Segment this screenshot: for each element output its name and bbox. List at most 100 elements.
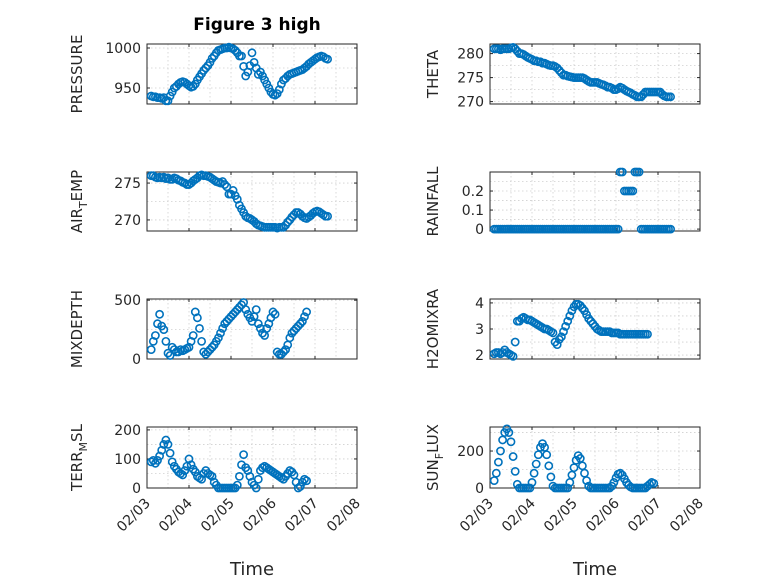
data-point-sun_flux bbox=[525, 483, 535, 493]
y-tick-label: 950 bbox=[114, 81, 141, 97]
data-point-sun_flux bbox=[615, 468, 625, 478]
axes-frame-mixdepth bbox=[146, 298, 358, 360]
data-point-sun_flux bbox=[510, 466, 520, 476]
data-point-mixdepth bbox=[165, 351, 175, 360]
data-point-terr_msl bbox=[234, 471, 244, 481]
data-point-mixdepth bbox=[218, 324, 227, 333]
data-point-sun_flux bbox=[504, 428, 514, 437]
data-point-sun_flux bbox=[542, 450, 552, 460]
data-point-h2omixra bbox=[552, 340, 562, 350]
x-tick-label: 02/03 bbox=[114, 496, 154, 536]
y-axis-label-pressure: PRESSURE bbox=[68, 35, 86, 114]
data-point-sun_flux bbox=[496, 446, 505, 456]
y-tick-label: 275 bbox=[114, 176, 141, 192]
data-point-rainfall bbox=[634, 167, 644, 177]
data-point-h2omixra bbox=[561, 321, 570, 331]
x-tick-label: 02/08 bbox=[667, 496, 707, 536]
x-tick-label: 02/04 bbox=[156, 495, 196, 535]
data-point-terr_msl bbox=[239, 450, 248, 459]
x-tick-label: 02/06 bbox=[583, 495, 623, 535]
data-point-mixdepth bbox=[197, 336, 206, 346]
data-point-terr_msl bbox=[180, 466, 190, 475]
data-point-pressure bbox=[230, 46, 240, 55]
data-point-terr_msl bbox=[167, 457, 177, 467]
data-point-terr_msl bbox=[251, 483, 261, 493]
data-point-mixdepth bbox=[279, 347, 288, 357]
x-tick-label: 02/07 bbox=[625, 496, 665, 536]
data-point-mixdepth bbox=[262, 324, 272, 333]
data-point-mixdepth bbox=[255, 324, 265, 333]
data-point-air_temp bbox=[228, 186, 238, 195]
data-point-mixdepth bbox=[150, 331, 160, 340]
axes-frame-rainfall bbox=[489, 171, 701, 232]
chart-title: Figure 3 high bbox=[193, 15, 321, 35]
data-point-mixdepth bbox=[241, 305, 251, 314]
y-axis-label-rainfall: RAINFALL bbox=[424, 166, 442, 237]
x-tick-label: 02/08 bbox=[324, 496, 364, 536]
data-point-sun_flux bbox=[508, 452, 518, 461]
data-point-terr_msl bbox=[159, 440, 169, 449]
data-point-h2omixra bbox=[557, 332, 566, 342]
data-point-rainfall bbox=[628, 186, 638, 196]
subplot-theta: 270 275 280 THETA bbox=[424, 42, 701, 111]
y-tick-label: 0.2 bbox=[462, 184, 484, 200]
data-point-mixdepth bbox=[268, 307, 278, 317]
axes-frame-air_temp bbox=[146, 171, 358, 232]
data-point-mixdepth bbox=[281, 345, 290, 354]
y-axis-label-sun_flux: SUNFLUX bbox=[424, 424, 446, 491]
data-point-pressure bbox=[188, 82, 198, 91]
y-axis-label-h2omixra: H2OMIXRA bbox=[424, 288, 442, 369]
data-point-sun_flux bbox=[645, 479, 654, 489]
subplot-pressure: 950 1000 PRESSURE Figure 3 high bbox=[68, 15, 358, 114]
data-point-mixdepth bbox=[195, 324, 204, 333]
data-point-terr_msl bbox=[190, 467, 200, 477]
data-point-terr_msl bbox=[186, 460, 196, 470]
data-point-theta bbox=[666, 92, 675, 102]
data-point-mixdepth bbox=[251, 305, 261, 314]
data-point-rainfall bbox=[617, 167, 627, 177]
data-point-h2omixra bbox=[643, 329, 652, 339]
y-tick-label: 1000 bbox=[105, 41, 141, 57]
data-point-air_temp bbox=[289, 210, 299, 220]
data-point-sun_flux bbox=[544, 461, 554, 471]
data-point-pressure bbox=[247, 48, 257, 58]
y-tick-label: 0.1 bbox=[462, 203, 484, 219]
data-point-mixdepth bbox=[192, 313, 202, 323]
data-point-air_temp bbox=[283, 217, 293, 227]
axes-frame-pressure bbox=[146, 43, 358, 105]
y-tick-label: 200 bbox=[457, 444, 484, 460]
x-tick-label: 02/03 bbox=[457, 496, 497, 536]
data-point-mixdepth bbox=[295, 319, 305, 329]
data-point-sun_flux bbox=[582, 476, 591, 486]
y-tick-label: 3 bbox=[475, 322, 484, 338]
data-point-sun_flux bbox=[571, 455, 581, 465]
x-tick-label: 02/07 bbox=[282, 496, 322, 536]
y-tick-label: 280 bbox=[457, 47, 484, 63]
data-point-pressure bbox=[270, 90, 280, 100]
data-point-rainfall bbox=[613, 224, 623, 234]
y-tick-label: 0 bbox=[132, 481, 141, 497]
data-point-pressure bbox=[163, 96, 173, 106]
x-axis-label: Time bbox=[572, 559, 617, 580]
data-point-mixdepth bbox=[161, 336, 171, 346]
data-point-pressure bbox=[253, 70, 263, 79]
data-point-terr_msl bbox=[295, 482, 305, 491]
data-point-pressure bbox=[237, 51, 246, 61]
x-tick-label: 02/05 bbox=[198, 496, 238, 536]
data-point-h2omixra bbox=[510, 337, 520, 347]
data-point-h2omixra bbox=[565, 311, 575, 321]
data-point-sun_flux bbox=[506, 437, 516, 447]
y-tick-label: 0 bbox=[475, 481, 484, 497]
data-point-sun_flux bbox=[605, 483, 615, 493]
data-point-mixdepth bbox=[207, 342, 217, 352]
y-tick-label: 500 bbox=[114, 293, 141, 309]
subplot-mixdepth: 0 500 MIXDEPTH bbox=[68, 290, 358, 368]
data-point-rainfall bbox=[666, 224, 675, 234]
data-point-sun_flux bbox=[491, 468, 501, 478]
data-point-pressure bbox=[239, 62, 248, 71]
data-point-terr_msl bbox=[302, 476, 311, 486]
data-point-mixdepth bbox=[146, 345, 156, 354]
data-point-mixdepth bbox=[213, 333, 223, 343]
data-point-h2omixra bbox=[559, 327, 568, 337]
data-point-terr_msl bbox=[232, 480, 242, 490]
